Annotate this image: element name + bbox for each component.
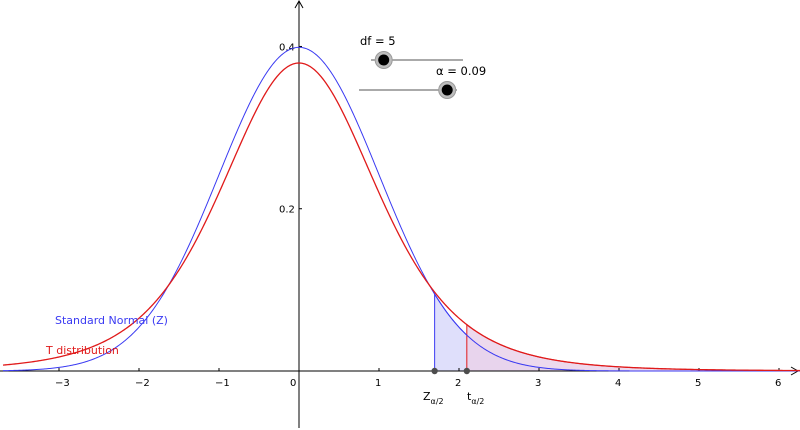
z-critical-letter: Z	[423, 390, 431, 403]
t-distribution-label: T distribution	[45, 344, 119, 357]
y-tick-label: 0.4	[279, 42, 295, 53]
y-axis-ticks: 0.20.40.60.8	[279, 42, 302, 216]
x-tick-label: −2	[135, 378, 150, 389]
y-tick-label: 0.2	[279, 205, 295, 216]
x-axis-ticks: −3 −2 −1 0 1 2 3 4 5 6	[55, 368, 781, 389]
x-tick-label: 2	[455, 378, 461, 389]
t-critical-subscript: α/2	[471, 397, 484, 406]
t-critical-point[interactable]	[463, 367, 471, 375]
z-critical-label: Zα/2	[423, 390, 444, 406]
t-distribution-curve	[2, 62, 800, 372]
z-critical-subscript: α/2	[431, 397, 444, 406]
alpha-slider-label: α = 0.09	[436, 64, 486, 78]
x-tick-label: 1	[375, 378, 381, 389]
x-tick-label: −1	[215, 378, 230, 389]
standard-normal-curve	[2, 46, 800, 372]
standard-normal-label: Standard Normal (Z)	[55, 314, 168, 327]
x-tick-label: 0	[290, 378, 296, 389]
x-tick-label: −3	[55, 378, 70, 389]
y-axis	[294, 0, 304, 428]
x-tick-label: 4	[615, 378, 621, 389]
t-critical-letter: t	[467, 390, 472, 403]
x-tick-label: 3	[535, 378, 541, 389]
t-critical-label: tα/2	[467, 390, 484, 406]
t-tail-area	[466, 323, 800, 372]
df-slider-knob[interactable]	[374, 51, 393, 69]
x-tick-label: 5	[695, 378, 701, 389]
x-tick-label: 6	[775, 378, 781, 389]
alpha-slider-knob[interactable]	[438, 81, 457, 99]
df-slider-label: df = 5	[360, 34, 396, 48]
z-critical-point[interactable]	[431, 367, 438, 375]
alpha-slider[interactable]: α = 0.09	[359, 64, 486, 99]
df-slider[interactable]: df = 5	[360, 34, 463, 69]
